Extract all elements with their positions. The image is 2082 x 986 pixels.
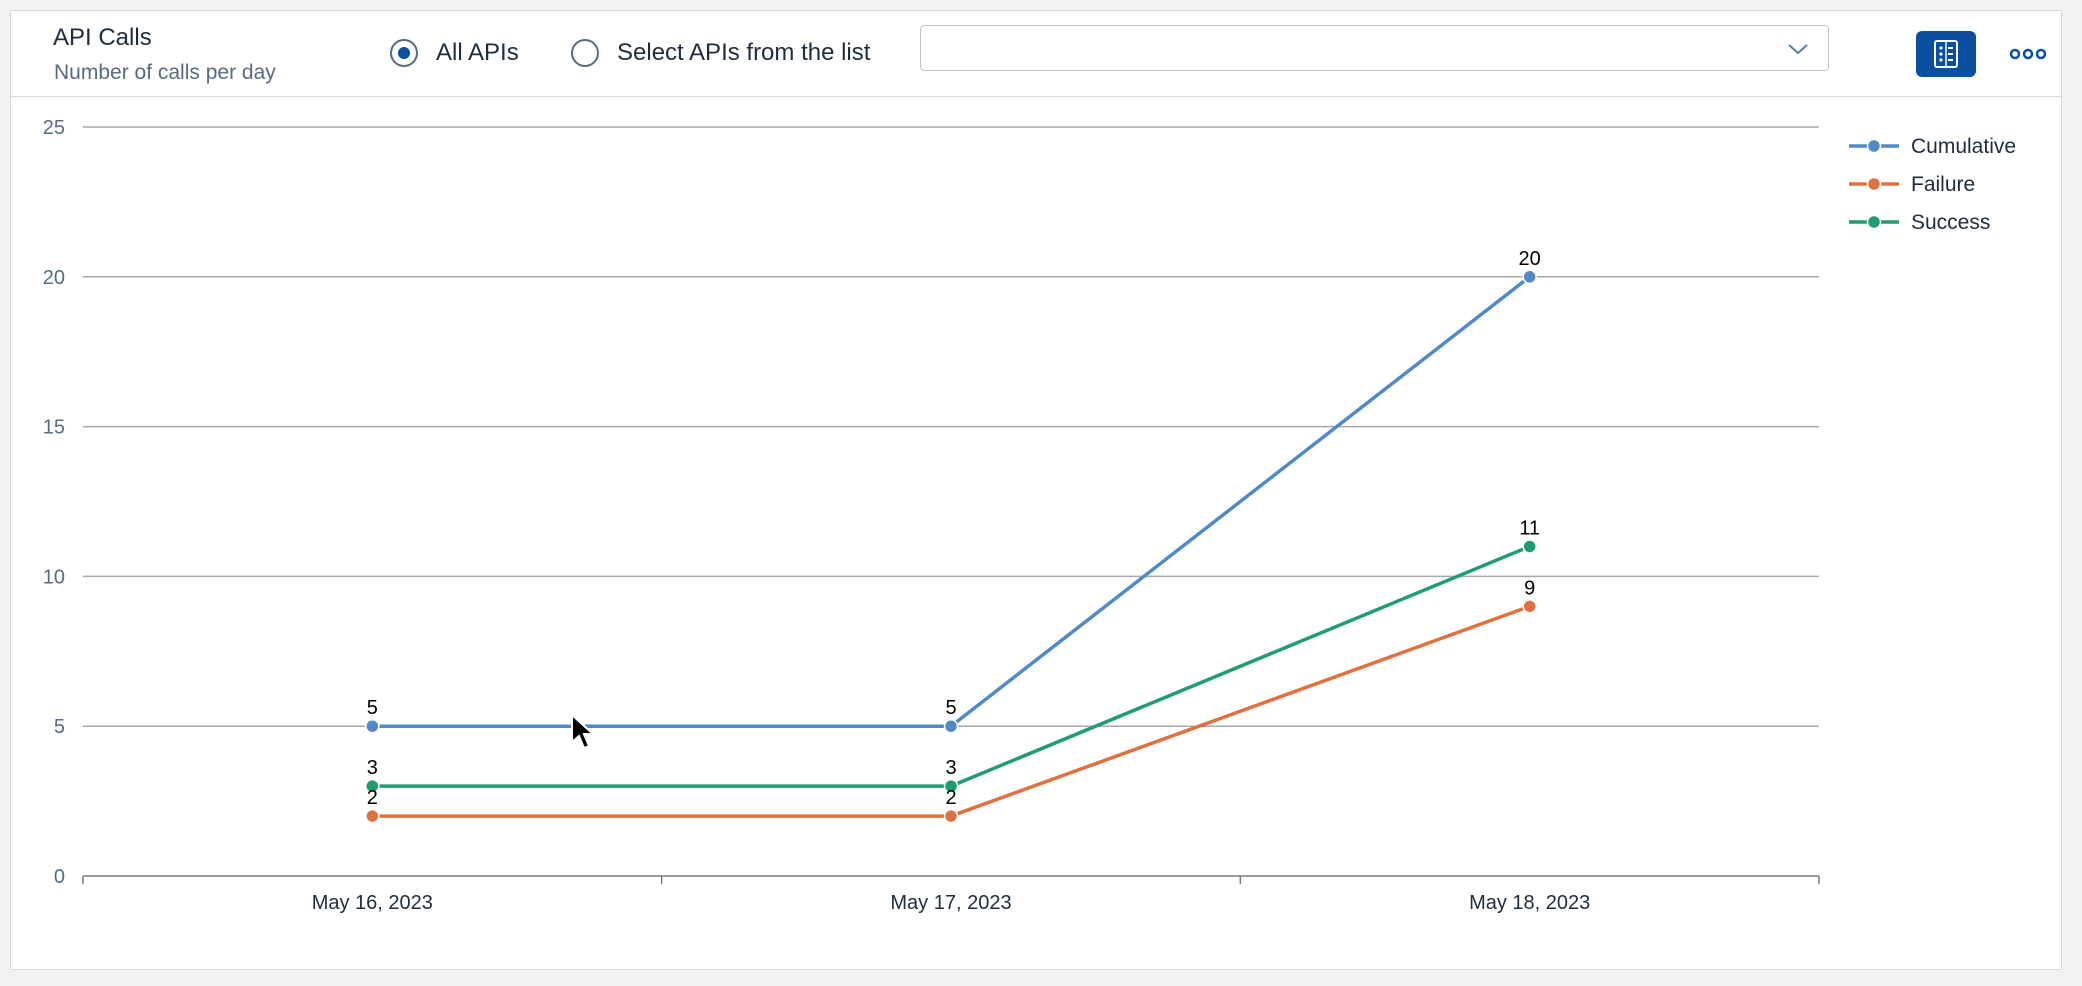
data-point-success xyxy=(1522,539,1537,554)
y-tick-label: 5 xyxy=(54,716,65,738)
legend-marker-cumulative xyxy=(1866,138,1882,154)
data-point-success xyxy=(365,778,380,794)
data-point-failure xyxy=(943,808,959,824)
data-label-failure: 9 xyxy=(1524,577,1535,599)
data-point-failure xyxy=(1522,599,1537,614)
data-point-success xyxy=(943,778,959,794)
table-view-button[interactable] xyxy=(1916,31,1976,77)
radio-all-apis-indicator[interactable] xyxy=(390,39,418,67)
x-tick-label: May 18, 2023 xyxy=(1469,892,1590,914)
series-line-cumulative xyxy=(372,275,1531,728)
data-point-cumulative xyxy=(943,718,959,734)
card-subtitle: Number of calls per day xyxy=(54,61,276,84)
x-tick-label: May 16, 2023 xyxy=(312,892,433,914)
legend-label-cumulative: Cumulative xyxy=(1911,135,2016,158)
radio-all-apis[interactable]: All APIs xyxy=(390,33,519,73)
y-tick-label: 20 xyxy=(43,267,65,289)
chevron-down-icon[interactable] xyxy=(1786,37,1810,61)
legend-marker-success xyxy=(1866,214,1882,230)
y-tick-label: 0 xyxy=(54,866,65,888)
data-label-success: 11 xyxy=(1519,517,1540,539)
data-point-failure xyxy=(365,808,380,824)
table-view-icon xyxy=(1934,40,1958,68)
radio-all-apis-label: All APIs xyxy=(436,39,519,66)
y-tick-label: 15 xyxy=(43,417,65,439)
api-calls-card: API Calls Number of calls per day All AP… xyxy=(10,10,2062,970)
data-point-cumulative xyxy=(1522,269,1537,285)
series-line-success xyxy=(372,544,1531,788)
card-header: API Calls Number of calls per day All AP… xyxy=(11,11,2061,97)
y-tick-label: 25 xyxy=(43,117,65,139)
y-tick-label: 10 xyxy=(43,566,65,588)
api-select-dropdown[interactable] xyxy=(920,25,1829,71)
more-options-button[interactable] xyxy=(2006,39,2050,69)
legend-label-failure: Failure xyxy=(1911,173,1975,196)
data-label-cumulative: 5 xyxy=(367,697,378,719)
data-label-cumulative: 20 xyxy=(1519,248,1541,270)
radio-select-apis-label: Select APIs from the list xyxy=(617,39,871,66)
card-title: API Calls xyxy=(53,24,152,51)
x-tick-label: May 17, 2023 xyxy=(890,892,1011,914)
radio-select-apis-indicator[interactable] xyxy=(571,39,599,67)
radio-select-apis[interactable]: Select APIs from the list xyxy=(571,33,870,73)
data-label-success: 3 xyxy=(945,757,956,779)
data-label-failure: 2 xyxy=(367,787,378,809)
data-point-cumulative xyxy=(365,718,380,734)
more-options-icon xyxy=(2009,48,2047,60)
data-label-failure: 2 xyxy=(945,787,956,809)
mouse-cursor-icon xyxy=(571,714,595,750)
legend-marker-failure xyxy=(1866,176,1882,192)
data-label-success: 3 xyxy=(367,757,378,779)
legend-label-success: Success xyxy=(1911,211,1990,234)
data-label-cumulative: 5 xyxy=(945,697,956,719)
